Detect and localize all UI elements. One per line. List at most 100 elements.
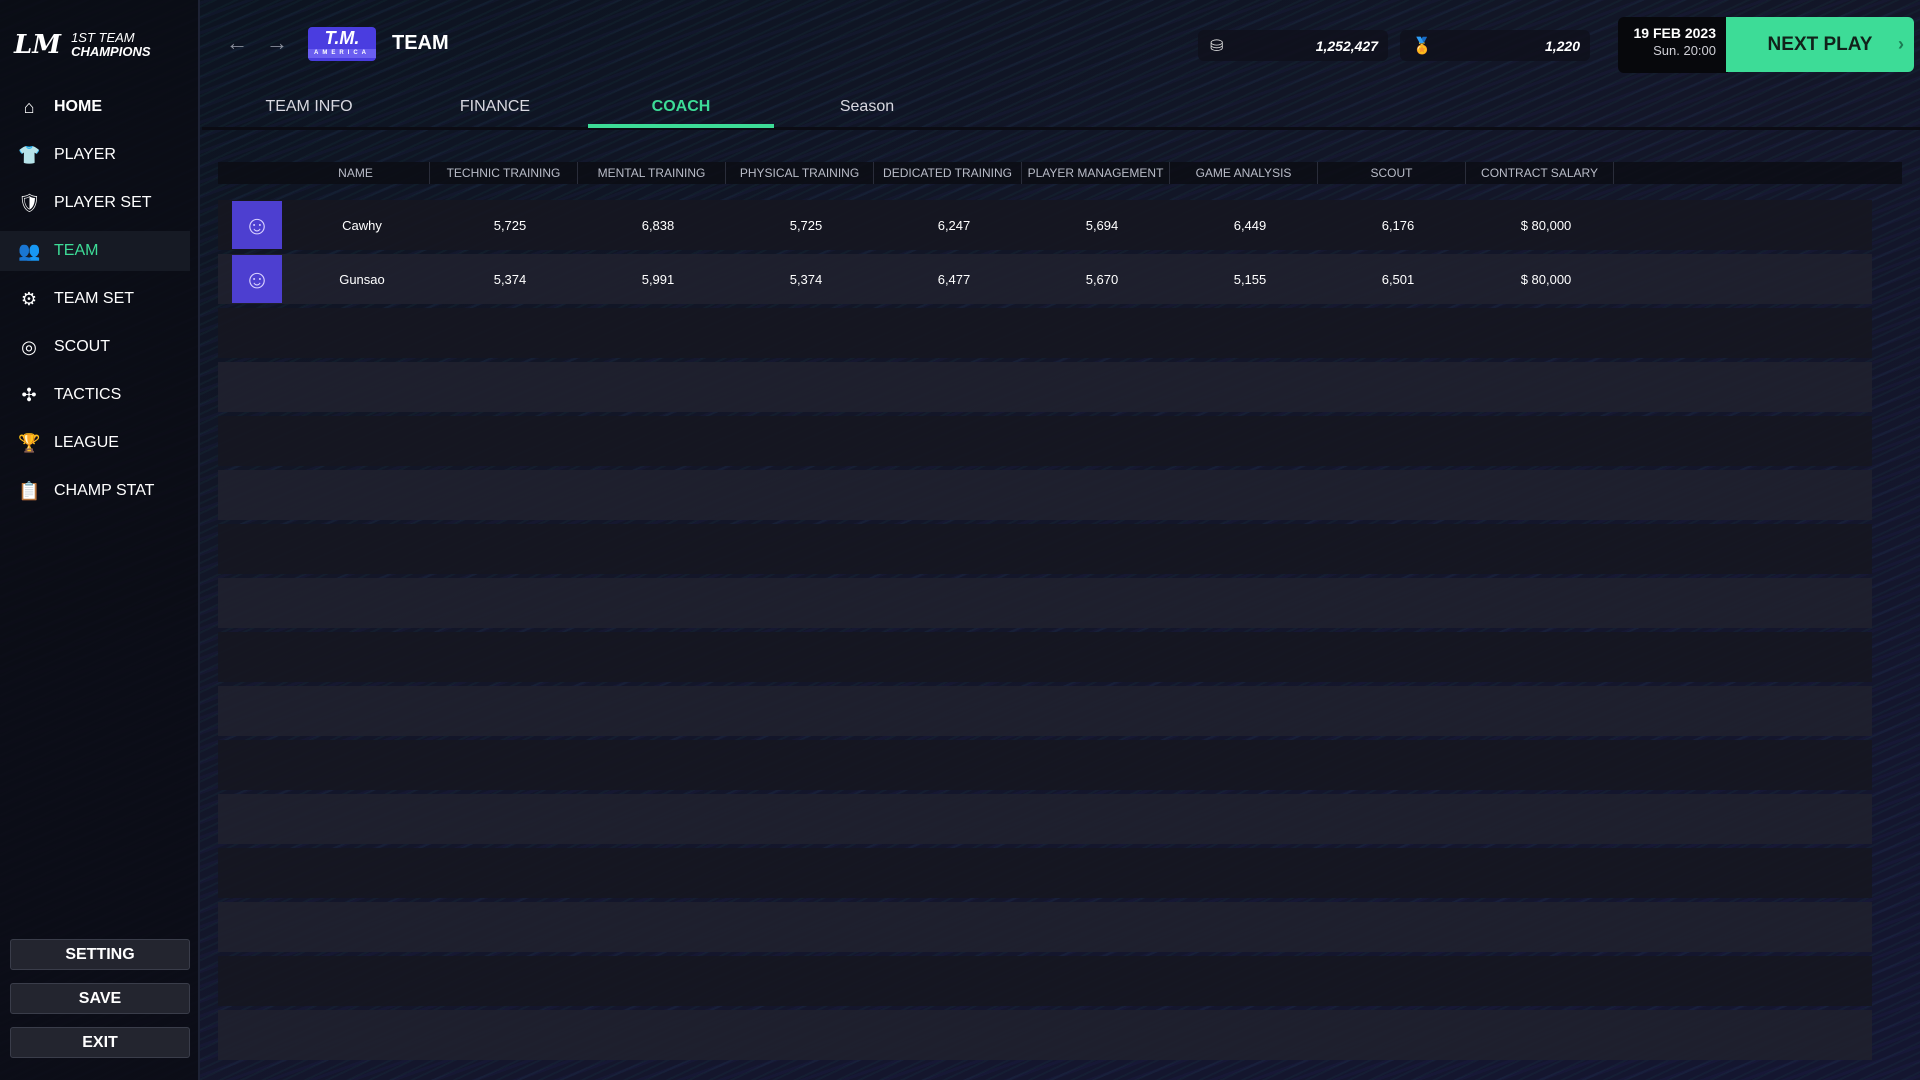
- team-logo-text: T.M.: [324, 28, 360, 48]
- sidebar-item-home[interactable]: ⌂ HOME: [0, 87, 190, 127]
- next-play-button[interactable]: NEXT PLAY ›: [1726, 17, 1914, 72]
- medals-display: 🏅 1,220: [1400, 30, 1590, 61]
- cell-name: Cawhy: [342, 217, 382, 233]
- cell-technic-training: 5,374: [493, 271, 527, 287]
- empty-table-row: [218, 740, 1872, 790]
- logo-line2: CHAMPIONS: [71, 44, 151, 59]
- cell-contract-salary: $ 80,000: [1520, 217, 1572, 233]
- next-play-label: NEXT PLAY: [1767, 33, 1873, 55]
- sidebar-item-scout[interactable]: ◎ SCOUT: [0, 327, 190, 367]
- column-header-scout[interactable]: SCOUT: [1318, 162, 1466, 184]
- setting-button[interactable]: SETTING: [10, 939, 190, 970]
- sidebar-item-player[interactable]: 👕 PLAYER: [0, 135, 190, 175]
- logo-mark: LM: [14, 30, 62, 60]
- column-header-technic-training[interactable]: TECHNIC TRAINING: [430, 162, 578, 184]
- cell-physical-training: 5,374: [789, 271, 823, 287]
- column-header-name[interactable]: NAME: [282, 162, 430, 184]
- sidebar-item-tactics[interactable]: ✣ TACTICS: [0, 375, 190, 415]
- empty-table-row: [218, 956, 1872, 1006]
- cell-dedicated-training: 6,477: [937, 271, 971, 287]
- exit-button[interactable]: EXIT: [10, 1027, 190, 1058]
- cell-dedicated-training: 6,247: [937, 217, 971, 233]
- avatar-column-spacer: [218, 162, 282, 184]
- player-set-icon: 🛡: [18, 192, 41, 213]
- trophy-icon: 🏆: [18, 432, 41, 453]
- app-logo: LM 1ST TEAM CHAMPIONS: [14, 30, 151, 60]
- empty-table-row: [218, 308, 1872, 358]
- tab-finance[interactable]: FINANCE: [459, 98, 531, 115]
- cell-physical-training: 5,725: [789, 217, 823, 233]
- table-row[interactable]: ☺ Cawhy 5,725 6,838 5,725 6,247 5,694 6,449 6,17…: [218, 200, 1872, 250]
- medals-value: 1,220: [1544, 37, 1580, 54]
- empty-table-row: [218, 470, 1872, 520]
- sidebar-item-label: PLAYER SET: [54, 194, 152, 211]
- time-text: Sun. 20:00: [1653, 43, 1716, 58]
- team-logo-sub: AMERICA: [308, 49, 376, 58]
- empty-table-row: [218, 578, 1872, 628]
- cell-game-analysis: 5,155: [1233, 271, 1267, 287]
- tab-coach[interactable]: COACH: [588, 96, 774, 128]
- coins-display: ⛁ 1,252,427: [1198, 30, 1388, 61]
- home-icon: ⌂: [23, 96, 35, 117]
- empty-table-row: [218, 848, 1872, 898]
- cell-player-management: 5,670: [1085, 271, 1119, 287]
- coins-value: 1,252,427: [1315, 37, 1378, 54]
- empty-table-row: [218, 686, 1872, 736]
- date-display: 19 FEB 2023 Sun. 20:00: [1618, 17, 1728, 73]
- team-icon: 👥: [18, 240, 41, 261]
- cell-mental-training: 6,838: [641, 217, 675, 233]
- tab-team-info[interactable]: TEAM INFO: [265, 98, 353, 115]
- team-set-icon: ⚙: [20, 288, 38, 309]
- cell-name: Gunsao: [339, 271, 385, 287]
- column-header-game-analysis[interactable]: GAME ANALYSIS: [1170, 162, 1318, 184]
- column-header-contract-salary[interactable]: CONTRACT SALARY: [1466, 162, 1614, 184]
- cell-scout: 6,501: [1381, 271, 1415, 287]
- cell-game-analysis: 6,449: [1233, 217, 1267, 233]
- save-button[interactable]: SAVE: [10, 983, 190, 1014]
- empty-table-row: [218, 794, 1872, 844]
- empty-table-row: [218, 1010, 1872, 1060]
- date-text: 19 FEB 2023: [1633, 25, 1717, 41]
- tab-divider: [202, 127, 1920, 130]
- sidebar-item-label: LEAGUE: [54, 434, 119, 451]
- empty-table-row: [218, 902, 1872, 952]
- coach-avatar: ☺: [232, 201, 282, 249]
- medal-icon: 🏅: [1412, 37, 1432, 55]
- sidebar-item-label: TEAM: [54, 242, 99, 259]
- sidebar-item-label: TACTICS: [54, 386, 122, 403]
- empty-table-row: [218, 632, 1872, 682]
- sidebar-item-player-set[interactable]: 🛡 PLAYER SET: [0, 183, 190, 223]
- sidebar-item-label: HOME: [54, 98, 102, 115]
- chevron-right-icon: ›: [1898, 34, 1904, 54]
- sidebar-item-label: PLAYER: [54, 146, 116, 163]
- empty-table-row: [218, 416, 1872, 466]
- column-header-mental-training[interactable]: MENTAL TRAINING: [578, 162, 726, 184]
- sidebar: LM 1ST TEAM CHAMPIONS ⌂ HOME 👕 PLAYER 🛡 PLAYER…: [0, 0, 200, 1080]
- column-header-dedicated-training[interactable]: DEDICATED TRAINING: [874, 162, 1022, 184]
- sidebar-item-team[interactable]: 👥 TEAM: [0, 231, 190, 271]
- cell-contract-salary: $ 80,000: [1520, 271, 1572, 287]
- table-header: NAME TECHNIC TRAINING MENTAL TRAINING PHYSI…: [218, 162, 1902, 184]
- coach-avatar: ☺: [232, 255, 282, 303]
- logo-line1: 1ST TEAM: [71, 30, 135, 45]
- shirt-icon: 👕: [18, 144, 41, 165]
- sidebar-item-team-set[interactable]: ⚙ TEAM SET: [0, 279, 190, 319]
- table-row[interactable]: ☺ Gunsao 5,374 5,991 5,374 6,477 5,670 5,155 6,5…: [218, 254, 1872, 304]
- column-header-physical-training[interactable]: PHYSICAL TRAINING: [726, 162, 874, 184]
- empty-table-row: [218, 362, 1872, 412]
- page-title: TEAM: [392, 32, 449, 54]
- sidebar-item-champ-stat[interactable]: 📋 CHAMP STAT: [0, 471, 190, 511]
- coins-icon: ⛁: [1210, 37, 1224, 55]
- tab-season[interactable]: Season: [839, 98, 895, 115]
- cell-technic-training: 5,725: [493, 217, 527, 233]
- team-logo: T.M. AMERICA: [308, 27, 376, 61]
- forward-arrow-icon[interactable]: →: [266, 30, 288, 55]
- cell-mental-training: 5,991: [641, 271, 675, 287]
- cell-player-management: 5,694: [1085, 217, 1119, 233]
- empty-table-row: [218, 524, 1872, 574]
- binoculars-icon: ◎: [21, 336, 37, 357]
- back-arrow-icon[interactable]: ←: [226, 30, 248, 55]
- sidebar-item-label: SCOUT: [54, 338, 110, 355]
- sidebar-item-league[interactable]: 🏆 LEAGUE: [0, 423, 190, 463]
- column-header-player-management[interactable]: PLAYER MANAGEMENT: [1022, 162, 1170, 184]
